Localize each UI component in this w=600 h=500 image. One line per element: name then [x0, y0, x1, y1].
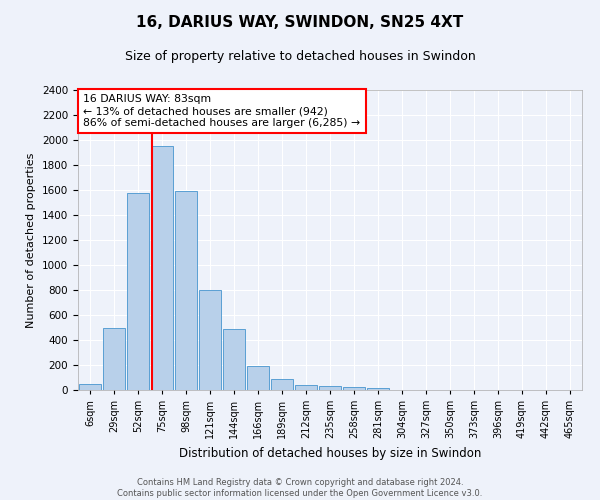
Bar	[343, 387, 365, 390]
Text: Size of property relative to detached houses in Swindon: Size of property relative to detached ho…	[125, 50, 475, 63]
Bar	[367, 388, 389, 390]
Bar	[223, 329, 245, 390]
Bar	[271, 379, 293, 390]
Bar	[199, 290, 221, 390]
Bar	[319, 386, 341, 390]
Bar	[175, 191, 197, 390]
Text: 16, DARIUS WAY, SWINDON, SN25 4XT: 16, DARIUS WAY, SWINDON, SN25 4XT	[136, 15, 464, 30]
Bar	[103, 328, 125, 390]
Text: 16 DARIUS WAY: 83sqm
← 13% of detached houses are smaller (942)
86% of semi-deta: 16 DARIUS WAY: 83sqm ← 13% of detached h…	[83, 94, 360, 128]
Bar	[295, 385, 317, 390]
Text: Contains HM Land Registry data © Crown copyright and database right 2024.
Contai: Contains HM Land Registry data © Crown c…	[118, 478, 482, 498]
Bar	[247, 366, 269, 390]
Bar	[127, 192, 149, 390]
Y-axis label: Number of detached properties: Number of detached properties	[26, 152, 37, 328]
Bar	[79, 384, 101, 390]
Bar	[151, 146, 173, 390]
X-axis label: Distribution of detached houses by size in Swindon: Distribution of detached houses by size …	[179, 446, 481, 460]
